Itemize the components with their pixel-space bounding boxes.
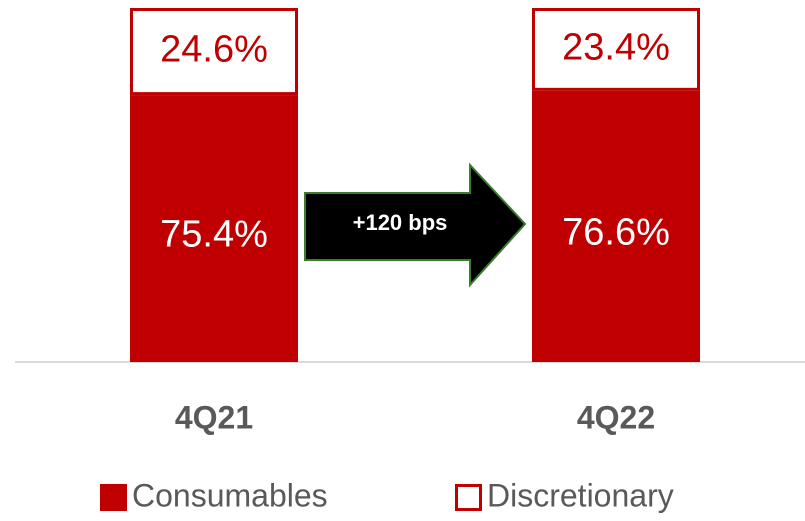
change-annotation: +120 bps (353, 210, 448, 235)
bar-segment (130, 8, 298, 96)
data-label: 24.6% (160, 29, 268, 71)
data-label: 76.6% (562, 211, 670, 253)
bar-segment (532, 8, 700, 91)
change-arrow (304, 162, 527, 288)
legend-label: Discretionary (487, 477, 674, 513)
x-tick-label: 4Q22 (577, 399, 655, 435)
x-tick-label: 4Q21 (175, 399, 253, 435)
legend-label: Consumables (132, 477, 328, 513)
legend-swatch (100, 484, 127, 511)
bar-segment (130, 95, 298, 362)
data-label: 23.4% (562, 26, 670, 68)
data-label: 75.4% (160, 214, 268, 256)
legend-swatch (455, 484, 482, 511)
bar-segment (532, 90, 700, 362)
